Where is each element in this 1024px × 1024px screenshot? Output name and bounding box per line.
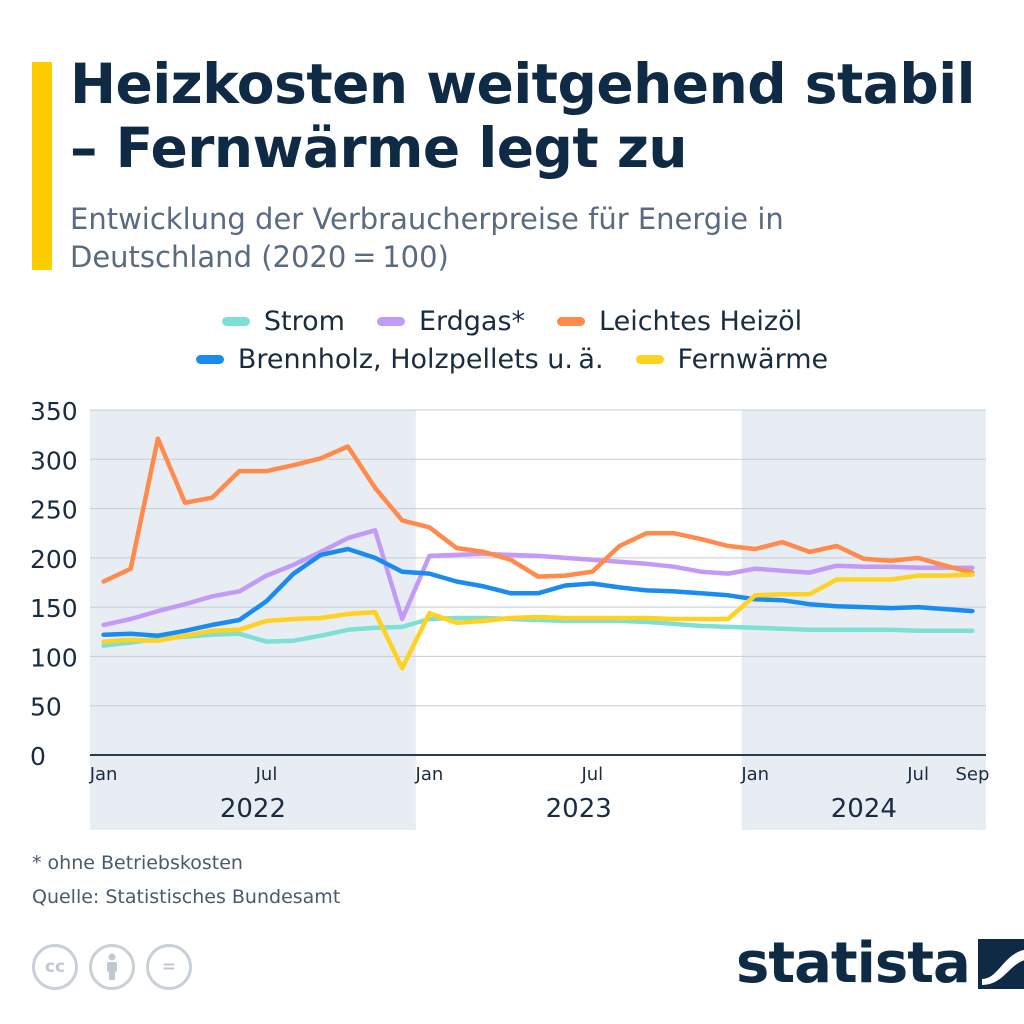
legend-item-erdgas: Erdgas* [376, 305, 526, 337]
y-tick-label-0: 0 [30, 742, 46, 771]
no-derivatives-icon[interactable]: = [146, 944, 192, 990]
series-line-3 [101, 546, 975, 638]
legend-label-heizoel: Leichtes Heizöl [599, 305, 803, 337]
year-label-2023: 2023 [546, 794, 612, 824]
legend-swatch-fernwaerme [635, 354, 664, 364]
chart-title: Heizkosten weitgehend stabil – Fernwärme… [70, 52, 976, 180]
series-line-2 [101, 436, 975, 584]
year-label-2022: 2022 [220, 794, 286, 824]
x-tick-label-2023-01: Jan [415, 764, 444, 785]
legend-swatch-brennholz [195, 354, 224, 364]
legend-swatch-heizoel [557, 316, 586, 326]
series-line-1 [101, 528, 975, 628]
legend-label-brennholz: Brennholz, Holzpellets u. ä. [237, 343, 604, 375]
brand-name: statista [736, 931, 971, 996]
person-glyph [107, 953, 117, 980]
legend-label-erdgas: Erdgas* [418, 305, 526, 337]
legend-item-fernwaerme: Fernwärme [635, 343, 829, 375]
statista-logo[interactable]: statista [736, 934, 1024, 994]
legend-swatch-strom [221, 316, 250, 326]
series-line-0 [101, 615, 975, 648]
attribution-icon[interactable] [89, 944, 135, 990]
cc-icon-glyph: cc [44, 957, 66, 977]
x-tick-label-2023-07: Jul [580, 764, 603, 785]
nd-icon-glyph: = [161, 957, 177, 977]
chart-subtitle: Entwicklung der Verbraucherpreise für En… [70, 202, 784, 274]
x-tick-label-2022-01: Jan [89, 764, 118, 785]
y-tick-label-350: 350 [30, 397, 78, 426]
cc-icon[interactable]: cc [32, 944, 78, 990]
series-line-4 [101, 572, 975, 671]
legend-item-heizoel: Leichtes Heizöl [557, 306, 802, 337]
chart-legend: Strom Erdgas* Leichtes Heizöl Brennholz,… [40, 302, 984, 378]
y-tick-label-300: 300 [30, 446, 78, 475]
y-tick-label-50: 50 [30, 693, 62, 722]
year-band-2022 [90, 410, 416, 830]
y-tick-label-150: 150 [30, 594, 78, 623]
license-icons: cc = [32, 944, 192, 990]
legend-item-brennholz: Brennholz, Holzpellets u. ä. [195, 343, 604, 375]
source-note: Quelle: Statistisches Bundesamt [32, 886, 341, 908]
legend-swatch-erdgas [376, 316, 405, 326]
x-tick-label-2022-07: Jul [255, 764, 278, 785]
accent-bar [32, 62, 52, 270]
year-label-2024: 2024 [831, 794, 897, 824]
line-chart: 0 50 100 150 200 250 300 350 Jan Jul Jan Jul Jan Jul S… [30, 397, 989, 830]
x-tick-label-2024-07: Jul [906, 764, 929, 785]
year-band-2024 [741, 410, 986, 830]
y-tick-label-200: 200 [30, 545, 78, 574]
statista-mark-icon [977, 939, 1024, 989]
x-tick-label-2024-01: Jan [740, 764, 769, 785]
footnote: * ohne Betriebskosten [32, 852, 243, 874]
y-tick-label-250: 250 [30, 496, 78, 525]
legend-item-strom: Strom [221, 305, 345, 337]
y-tick-label-100: 100 [30, 643, 78, 672]
legend-label-fernwaerme: Fernwärme [677, 343, 829, 375]
legend-label-strom: Strom [263, 305, 345, 337]
x-tick-label-2024-09: Sep [955, 764, 989, 785]
